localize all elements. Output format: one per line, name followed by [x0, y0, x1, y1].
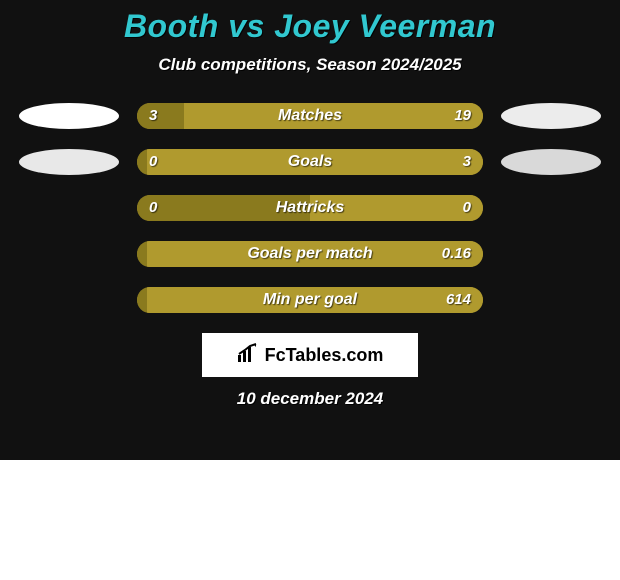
player-right-marker [501, 287, 601, 313]
stat-bar: 0Hattricks0 [137, 195, 483, 221]
logo-text: FcTables.com [265, 345, 384, 366]
stat-bar: 0Goals3 [137, 149, 483, 175]
stat-label: Goals [137, 149, 483, 175]
stat-label: Goals per match [137, 241, 483, 267]
comparison-widget: Booth vs Joey Veerman Club competitions,… [0, 0, 620, 460]
subtitle: Club competitions, Season 2024/2025 [0, 55, 620, 75]
stat-row: Min per goal614 [0, 287, 620, 313]
player-left-marker [19, 149, 119, 175]
stat-rows: 3Matches190Goals30Hattricks0Goals per ma… [0, 103, 620, 313]
stat-bar: 3Matches19 [137, 103, 483, 129]
bar-chart-icon [237, 343, 259, 368]
player-right-marker [501, 149, 601, 175]
player-left-marker [19, 195, 119, 221]
stat-label: Hattricks [137, 195, 483, 221]
value-right: 19 [454, 103, 471, 129]
player-right-marker [501, 241, 601, 267]
page-title: Booth vs Joey Veerman [0, 8, 620, 45]
player-left-marker [19, 103, 119, 129]
date-line: 10 december 2024 [0, 389, 620, 409]
value-right: 0 [463, 195, 471, 221]
player-left-marker [19, 241, 119, 267]
stat-row: 3Matches19 [0, 103, 620, 129]
stat-label: Min per goal [137, 287, 483, 313]
player-left-marker [19, 287, 119, 313]
player-right-marker [501, 103, 601, 129]
fctables-logo-link[interactable]: FcTables.com [202, 333, 418, 377]
player-right-marker [501, 195, 601, 221]
value-right: 3 [463, 149, 471, 175]
stat-row: 0Goals3 [0, 149, 620, 175]
stat-bar: Min per goal614 [137, 287, 483, 313]
stat-row: 0Hattricks0 [0, 195, 620, 221]
stat-row: Goals per match0.16 [0, 241, 620, 267]
stat-label: Matches [137, 103, 483, 129]
value-right: 0.16 [442, 241, 471, 267]
stat-bar: Goals per match0.16 [137, 241, 483, 267]
value-right: 614 [446, 287, 471, 313]
